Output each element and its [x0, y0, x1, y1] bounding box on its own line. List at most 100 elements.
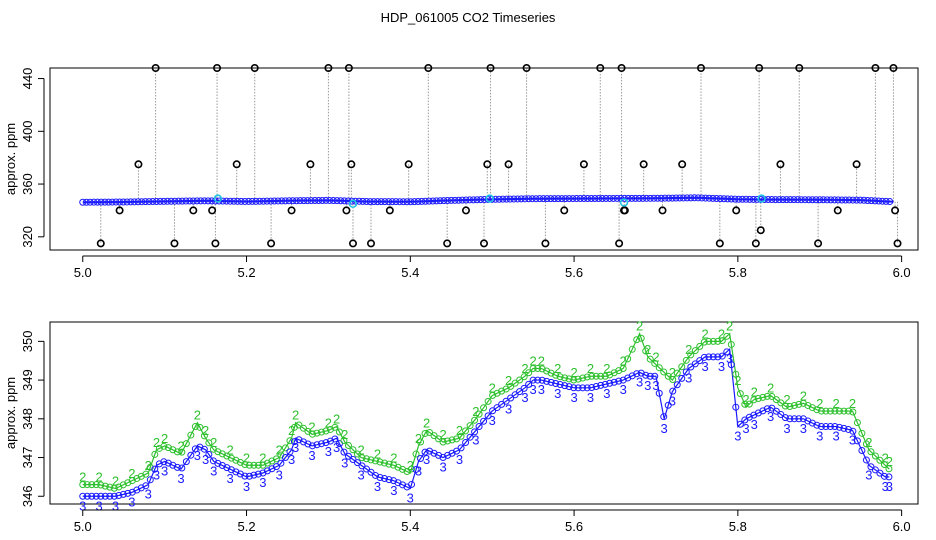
- series-3-point: [709, 353, 717, 361]
- series-3-marker: 3: [661, 421, 668, 436]
- series-3-marker: 3: [832, 429, 839, 444]
- series-3-point: [696, 357, 704, 365]
- series-3-point: [444, 451, 452, 459]
- series-3-point: [110, 492, 118, 500]
- flag-point: [619, 198, 629, 207]
- series-2-point: [349, 446, 357, 454]
- raw-point: [385, 206, 394, 215]
- series-3-point: [624, 374, 632, 382]
- series-3-point: [682, 368, 690, 376]
- series-2-point: [236, 458, 244, 466]
- series-3-marker: 3: [292, 440, 299, 455]
- series-3-point: [520, 384, 528, 392]
- series-2-point: [322, 427, 330, 435]
- series-3-point: [786, 415, 794, 423]
- series-2-point: [308, 430, 316, 438]
- series-3-marker: 3: [325, 444, 332, 459]
- series-2-point: [727, 340, 735, 348]
- mean-point: [790, 196, 798, 204]
- series-3-point: [385, 476, 393, 484]
- mean-point: [477, 196, 485, 204]
- series-3-marker: 3: [161, 463, 168, 478]
- series-2-marker: 2: [652, 350, 659, 365]
- mean-point: [123, 198, 131, 206]
- series-3-marker: 3: [276, 467, 283, 482]
- series-3-point: [457, 444, 465, 452]
- series-3-point: [750, 411, 758, 419]
- series-2-point: [223, 452, 231, 460]
- x-axis: 5.0 5.2 5.4 5.6 5.8 6.0: [74, 509, 911, 534]
- series-3-point: [146, 476, 154, 484]
- mean-point: [193, 197, 201, 205]
- mean-point: [573, 195, 581, 203]
- series-3-point: [115, 491, 123, 499]
- series-2-point: [664, 372, 672, 380]
- series-2-point: [781, 402, 789, 410]
- series-3-point: [178, 464, 186, 472]
- series-2-marker: 2: [341, 427, 348, 442]
- series-3-marker: 3: [603, 386, 610, 401]
- series-2-point: [565, 375, 573, 383]
- series-3-point: [250, 471, 258, 479]
- series-3-point: [606, 379, 614, 387]
- series-3-point: [381, 475, 389, 483]
- mean-point: [318, 196, 326, 204]
- series-3-point: [390, 477, 398, 485]
- mean-point: [584, 195, 592, 203]
- series-2-point: [709, 337, 717, 345]
- mean-point: [175, 197, 183, 205]
- mean-point: [580, 195, 588, 203]
- series-3-point: [525, 380, 533, 388]
- series-2-marker: 2: [194, 408, 201, 423]
- mean-point: [429, 197, 437, 205]
- mean-point: [230, 197, 238, 205]
- series-2-marker: 2: [882, 450, 889, 465]
- mean-point: [871, 197, 879, 205]
- y-tick-label: 320: [20, 226, 35, 248]
- series-2-point: [245, 461, 253, 469]
- series-2-point: [394, 463, 402, 471]
- series-2-point: [574, 375, 582, 383]
- series-3-marker: 3: [489, 413, 496, 428]
- series-3-marker: 3: [128, 494, 135, 509]
- mean-point: [410, 198, 418, 206]
- mean-point: [200, 197, 208, 205]
- raw-point: [751, 239, 760, 248]
- series-2-marker: 2: [288, 423, 295, 438]
- series-3-marker: 3: [521, 390, 528, 405]
- series-2-point: [507, 382, 515, 390]
- series-2-point: [335, 428, 343, 436]
- mean-point: [772, 196, 780, 204]
- mean-point: [569, 195, 577, 203]
- series-2-point: [480, 404, 488, 412]
- x-tick-label: 5.6: [565, 265, 583, 280]
- mean-point: [753, 195, 761, 203]
- raw-point: [151, 64, 160, 73]
- series-3-point: [214, 459, 222, 467]
- series-3-point: [331, 435, 339, 443]
- series-3-marker: 3: [177, 471, 184, 486]
- series-2-point: [484, 397, 492, 405]
- mean-point: [650, 194, 658, 202]
- series-3-point: [453, 447, 461, 455]
- series-2-point: [768, 392, 776, 400]
- mean-point: [882, 197, 890, 205]
- series-3-point: [376, 473, 384, 481]
- series-3-point: [561, 382, 569, 390]
- series-2-point: [417, 438, 425, 446]
- series-3-marker: 3: [407, 491, 414, 506]
- series-2-point: [520, 373, 528, 381]
- mean-point: [856, 196, 864, 204]
- series-3-point: [466, 433, 474, 441]
- series-2-point: [317, 428, 325, 436]
- series-2-point: [871, 452, 879, 460]
- mean-point: [834, 196, 842, 204]
- raw-point: [208, 206, 217, 215]
- series-2-point: [682, 356, 690, 364]
- raw-point: [756, 226, 765, 235]
- series-2-marker: 2: [644, 342, 651, 357]
- series-3-point: [691, 360, 699, 368]
- mean-point: [665, 194, 673, 202]
- series-3-point: [353, 459, 361, 467]
- series-3-point: [795, 415, 803, 423]
